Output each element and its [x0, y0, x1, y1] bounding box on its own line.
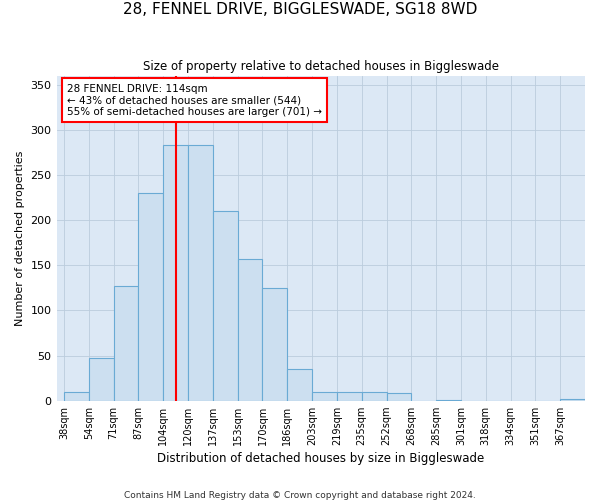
Bar — [312, 392, 337, 400]
Bar — [89, 358, 113, 401]
Bar — [560, 399, 585, 400]
Bar — [262, 288, 287, 401]
X-axis label: Distribution of detached houses by size in Biggleswade: Distribution of detached houses by size … — [157, 452, 484, 465]
Bar — [188, 145, 213, 401]
Bar — [213, 211, 238, 400]
Bar — [337, 392, 362, 400]
Bar — [163, 145, 188, 401]
Title: Size of property relative to detached houses in Biggleswade: Size of property relative to detached ho… — [143, 60, 499, 73]
Text: Contains HM Land Registry data © Crown copyright and database right 2024.: Contains HM Land Registry data © Crown c… — [124, 490, 476, 500]
Bar — [113, 286, 139, 401]
Bar — [386, 394, 412, 400]
Bar — [139, 193, 163, 400]
Text: 28 FENNEL DRIVE: 114sqm
← 43% of detached houses are smaller (544)
55% of semi-d: 28 FENNEL DRIVE: 114sqm ← 43% of detache… — [67, 84, 322, 117]
Bar — [362, 392, 386, 400]
Bar — [64, 392, 89, 400]
Y-axis label: Number of detached properties: Number of detached properties — [15, 150, 25, 326]
Text: 28, FENNEL DRIVE, BIGGLESWADE, SG18 8WD: 28, FENNEL DRIVE, BIGGLESWADE, SG18 8WD — [123, 2, 477, 18]
Bar — [238, 259, 262, 400]
Bar — [287, 369, 312, 400]
